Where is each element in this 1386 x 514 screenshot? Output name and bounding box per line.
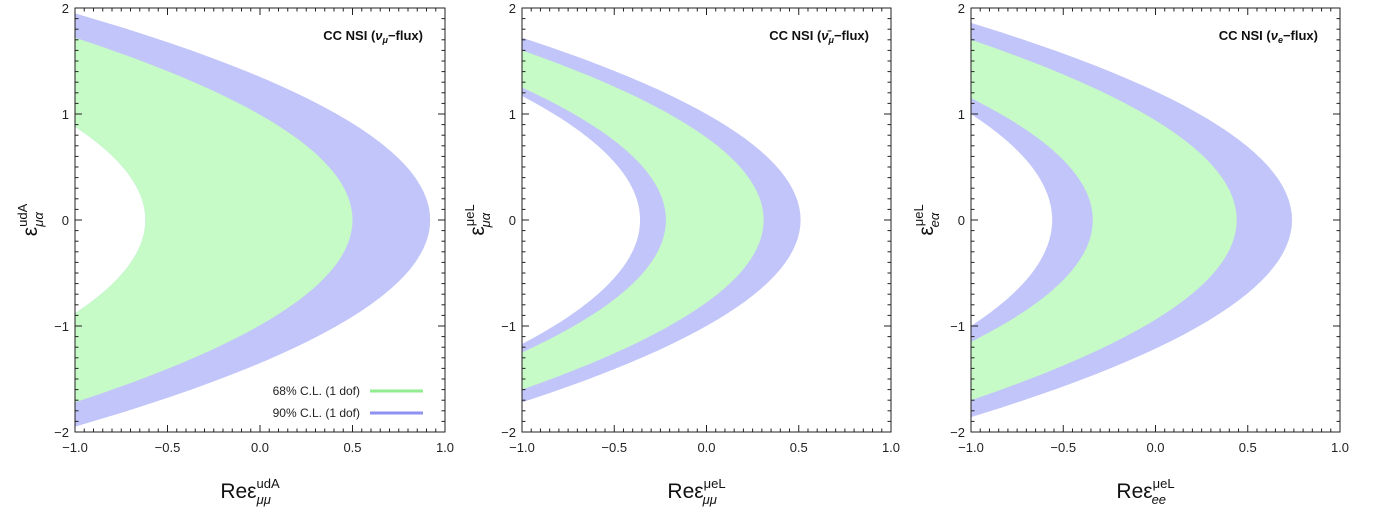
y-tick-label: 1 bbox=[958, 107, 965, 122]
region-68cl-panel-3 bbox=[971, 39, 1237, 401]
y-axis-label: εudAμα bbox=[15, 203, 46, 236]
x-tick-label: −1.0 bbox=[958, 440, 984, 455]
y-axis-label: εμeLμα bbox=[462, 204, 493, 235]
x-tick-label: −0.5 bbox=[1050, 440, 1076, 455]
legend-label: 90% C.L. (1 dof) bbox=[273, 406, 360, 420]
y-tick-label: −1 bbox=[501, 319, 516, 334]
y-tick-label: −1 bbox=[54, 319, 69, 334]
region-68cl-panel-2 bbox=[522, 50, 764, 390]
x-tick-label: 0.5 bbox=[1239, 440, 1257, 455]
x-tick-label: −1.0 bbox=[62, 440, 88, 455]
x-axis-label: ReεudA μμ bbox=[220, 476, 280, 507]
x-tick-label: −0.5 bbox=[601, 440, 627, 455]
chart-panel-2: −1.0 −0.5 0.0 0.5 1.0 −2 −1 0 1 2 CC NSI (ν̄μ−flux… bbox=[462, 1, 900, 507]
y-tick-label: 1 bbox=[509, 107, 516, 122]
y-tick-label: 2 bbox=[958, 1, 965, 16]
y-tick-label: 2 bbox=[62, 1, 69, 16]
y-tick-label: 0 bbox=[509, 213, 516, 228]
x-tick-label: 1.0 bbox=[882, 440, 900, 455]
x-axis-label: ReεμeL ee bbox=[1116, 476, 1174, 507]
x-tick-label: −0.5 bbox=[155, 440, 181, 455]
y-tick-label: 1 bbox=[62, 107, 69, 122]
legend: 68% C.L. (1 dof) 90% C.L. (1 dof) bbox=[273, 384, 423, 420]
x-axis-label: ReεμeL μμ bbox=[667, 476, 725, 507]
region-68cl-panel-1 bbox=[75, 37, 353, 403]
y-tick-label: 0 bbox=[62, 213, 69, 228]
chart-panel-3: −1.0 −0.5 0.0 0.5 1.0 −2 −1 0 1 2 CC NSI (νe−flux)… bbox=[911, 1, 1349, 507]
region-90cl-panel-2 bbox=[522, 37, 801, 403]
panel-title: CC NSI (νe−flux) bbox=[1219, 28, 1318, 45]
panel-title: CC NSI (νμ−flux) bbox=[323, 28, 423, 45]
panel-title: CC NSI (ν̄μ−flux) bbox=[769, 28, 869, 45]
y-tick-label: 0 bbox=[958, 213, 965, 228]
x-tick-label: −1.0 bbox=[509, 440, 535, 455]
y-tick-label: −2 bbox=[501, 425, 516, 440]
x-tick-label: 0.0 bbox=[697, 440, 715, 455]
x-tick-label: 1.0 bbox=[1331, 440, 1349, 455]
x-tick-label: 0.0 bbox=[1146, 440, 1164, 455]
y-tick-label: −2 bbox=[950, 425, 965, 440]
x-tick-label: 1.0 bbox=[436, 440, 454, 455]
legend-label: 68% C.L. (1 dof) bbox=[273, 384, 360, 398]
y-tick-label: 2 bbox=[509, 1, 516, 16]
x-tick-label: 0.5 bbox=[790, 440, 808, 455]
chart-panel-1: −1.0 −0.5 0.0 0.5 1.0 −2 −1 0 1 2 CC NSI (νμ−flux)… bbox=[15, 1, 454, 507]
x-tick-label: 0.0 bbox=[251, 440, 269, 455]
y-tick-label: −2 bbox=[54, 425, 69, 440]
y-tick-label: −1 bbox=[950, 319, 965, 334]
y-axis-label: εμeLeα bbox=[911, 204, 942, 235]
x-tick-label: 0.5 bbox=[343, 440, 361, 455]
